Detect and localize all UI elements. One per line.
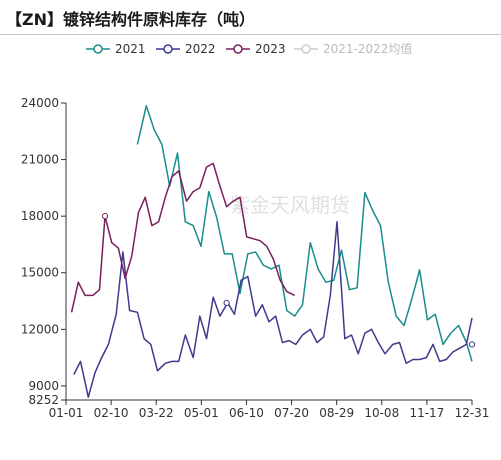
chart-series [70,105,476,398]
y-tick-label: 21000 [21,153,59,167]
x-tick-label: 08-29 [319,406,354,420]
x-tick-label: 07-20 [274,406,309,420]
x-tick-label: 01-01 [49,406,84,420]
series-marker-2022 [223,299,230,307]
legend-swatch-marker [233,44,243,54]
series-line-2023 [70,162,296,313]
y-tick-label: 24000 [21,96,59,110]
chart-legend[interactable]: 2021 2022 2023 2021-2022均值 [86,41,412,56]
series-line-2021 [136,105,473,362]
legend-swatch-marker [163,44,173,54]
x-tick-label: 06-10 [229,406,264,420]
y-tick-label: 18000 [21,209,59,223]
x-tick-label: 10-08 [364,406,399,420]
series-marker-2022 [468,341,476,348]
title-divider [0,34,501,35]
legend-label: 2021-2022均值 [323,41,412,56]
y-tick-label: 8252 [28,393,59,407]
series-line-2022 [73,221,473,398]
series-marker-2023 [101,213,109,220]
watermark: 紫金天风期货 [230,193,350,217]
x-tick-label: 11-17 [409,406,444,420]
legend-label: 2023 [255,42,286,56]
y-tick-label: 9000 [28,379,59,393]
legend-label: 2022 [185,42,216,56]
x-tick-label: 02-10 [94,406,129,420]
legend-swatch-marker [93,44,103,54]
y-tick-label: 15000 [21,266,59,280]
x-tick-label: 05-01 [184,406,219,420]
y-tick-label: 12000 [21,322,59,336]
x-tick-label: 12-31 [455,406,490,420]
legend-label: 2021 [115,42,146,56]
x-tick-label: 03-22 [139,406,174,420]
legend-swatch-marker [301,44,311,54]
chart-title: 【ZN】镀锌结构件原料库存（吨） [6,10,255,29]
